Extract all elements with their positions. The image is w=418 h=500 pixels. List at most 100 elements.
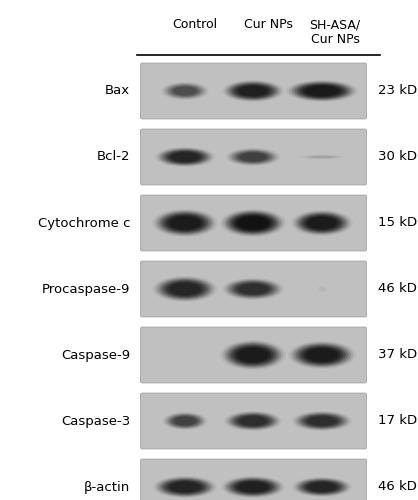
Ellipse shape (173, 416, 197, 426)
Ellipse shape (237, 216, 269, 230)
Ellipse shape (233, 414, 273, 428)
Ellipse shape (238, 86, 268, 96)
Ellipse shape (235, 347, 271, 363)
Ellipse shape (231, 282, 275, 296)
Text: 17 kD: 17 kD (378, 414, 417, 428)
Ellipse shape (235, 216, 271, 230)
Ellipse shape (297, 84, 347, 98)
Ellipse shape (223, 477, 283, 497)
Ellipse shape (236, 283, 270, 295)
Ellipse shape (174, 416, 196, 426)
Text: Caspase-3: Caspase-3 (61, 414, 130, 428)
Ellipse shape (163, 82, 207, 100)
Ellipse shape (225, 342, 281, 368)
Ellipse shape (300, 155, 344, 159)
Ellipse shape (170, 86, 200, 96)
Ellipse shape (224, 411, 282, 431)
Ellipse shape (228, 412, 278, 430)
Ellipse shape (306, 156, 338, 158)
Ellipse shape (157, 278, 213, 300)
Ellipse shape (174, 354, 196, 356)
Ellipse shape (225, 148, 280, 166)
Ellipse shape (171, 353, 199, 357)
Ellipse shape (291, 82, 353, 100)
Ellipse shape (162, 149, 208, 165)
Ellipse shape (168, 414, 202, 428)
Ellipse shape (227, 148, 278, 166)
Ellipse shape (303, 215, 342, 231)
Ellipse shape (165, 84, 205, 98)
Ellipse shape (296, 478, 347, 496)
FancyBboxPatch shape (140, 63, 367, 119)
Text: β-actin: β-actin (84, 480, 130, 494)
Ellipse shape (164, 412, 206, 430)
Ellipse shape (301, 346, 343, 364)
Ellipse shape (303, 481, 341, 493)
Ellipse shape (166, 414, 204, 428)
Ellipse shape (157, 148, 213, 166)
Ellipse shape (298, 345, 346, 365)
Ellipse shape (288, 341, 356, 369)
Text: 15 kD: 15 kD (378, 216, 417, 230)
Ellipse shape (228, 478, 278, 496)
Ellipse shape (220, 209, 286, 237)
Text: 37 kD: 37 kD (378, 348, 417, 362)
Ellipse shape (166, 151, 204, 163)
Text: Procaspase-9: Procaspase-9 (42, 282, 130, 296)
Ellipse shape (178, 354, 192, 356)
Ellipse shape (225, 211, 281, 235)
Ellipse shape (235, 481, 270, 493)
Text: 23 kD: 23 kD (378, 84, 417, 98)
Ellipse shape (161, 82, 209, 100)
Ellipse shape (169, 414, 201, 428)
Ellipse shape (162, 280, 208, 298)
Ellipse shape (303, 156, 341, 158)
Text: 46 kD: 46 kD (378, 282, 417, 296)
FancyBboxPatch shape (140, 129, 367, 185)
Ellipse shape (227, 212, 278, 234)
Ellipse shape (234, 282, 273, 296)
Ellipse shape (300, 214, 344, 232)
Ellipse shape (291, 210, 353, 236)
Ellipse shape (163, 412, 207, 430)
Ellipse shape (170, 283, 201, 295)
Ellipse shape (229, 150, 276, 164)
Ellipse shape (302, 85, 342, 97)
Ellipse shape (292, 477, 352, 497)
Ellipse shape (152, 209, 218, 237)
Ellipse shape (229, 280, 277, 297)
Ellipse shape (226, 412, 280, 430)
Ellipse shape (172, 86, 198, 96)
Ellipse shape (317, 286, 327, 292)
Ellipse shape (237, 416, 269, 426)
Ellipse shape (227, 344, 278, 366)
Ellipse shape (319, 288, 325, 290)
Ellipse shape (167, 481, 203, 493)
Text: Cytochrome c: Cytochrome c (38, 216, 130, 230)
Text: 46 kD: 46 kD (378, 480, 417, 494)
Ellipse shape (172, 354, 198, 356)
Ellipse shape (296, 412, 347, 430)
Ellipse shape (318, 286, 326, 292)
Ellipse shape (173, 354, 196, 356)
Ellipse shape (153, 476, 217, 498)
Ellipse shape (155, 147, 215, 167)
Ellipse shape (162, 213, 208, 233)
Ellipse shape (229, 82, 277, 100)
Ellipse shape (170, 482, 200, 492)
Ellipse shape (160, 279, 210, 299)
Ellipse shape (224, 81, 282, 101)
Ellipse shape (293, 343, 351, 367)
Ellipse shape (319, 287, 325, 291)
Ellipse shape (306, 416, 339, 426)
Ellipse shape (177, 354, 193, 356)
Ellipse shape (298, 213, 346, 233)
Ellipse shape (305, 216, 339, 230)
Ellipse shape (236, 85, 270, 97)
Ellipse shape (301, 414, 343, 428)
Ellipse shape (231, 480, 275, 494)
Ellipse shape (299, 413, 345, 428)
Text: Bcl-2: Bcl-2 (97, 150, 130, 164)
Ellipse shape (230, 344, 276, 366)
Ellipse shape (169, 216, 201, 230)
